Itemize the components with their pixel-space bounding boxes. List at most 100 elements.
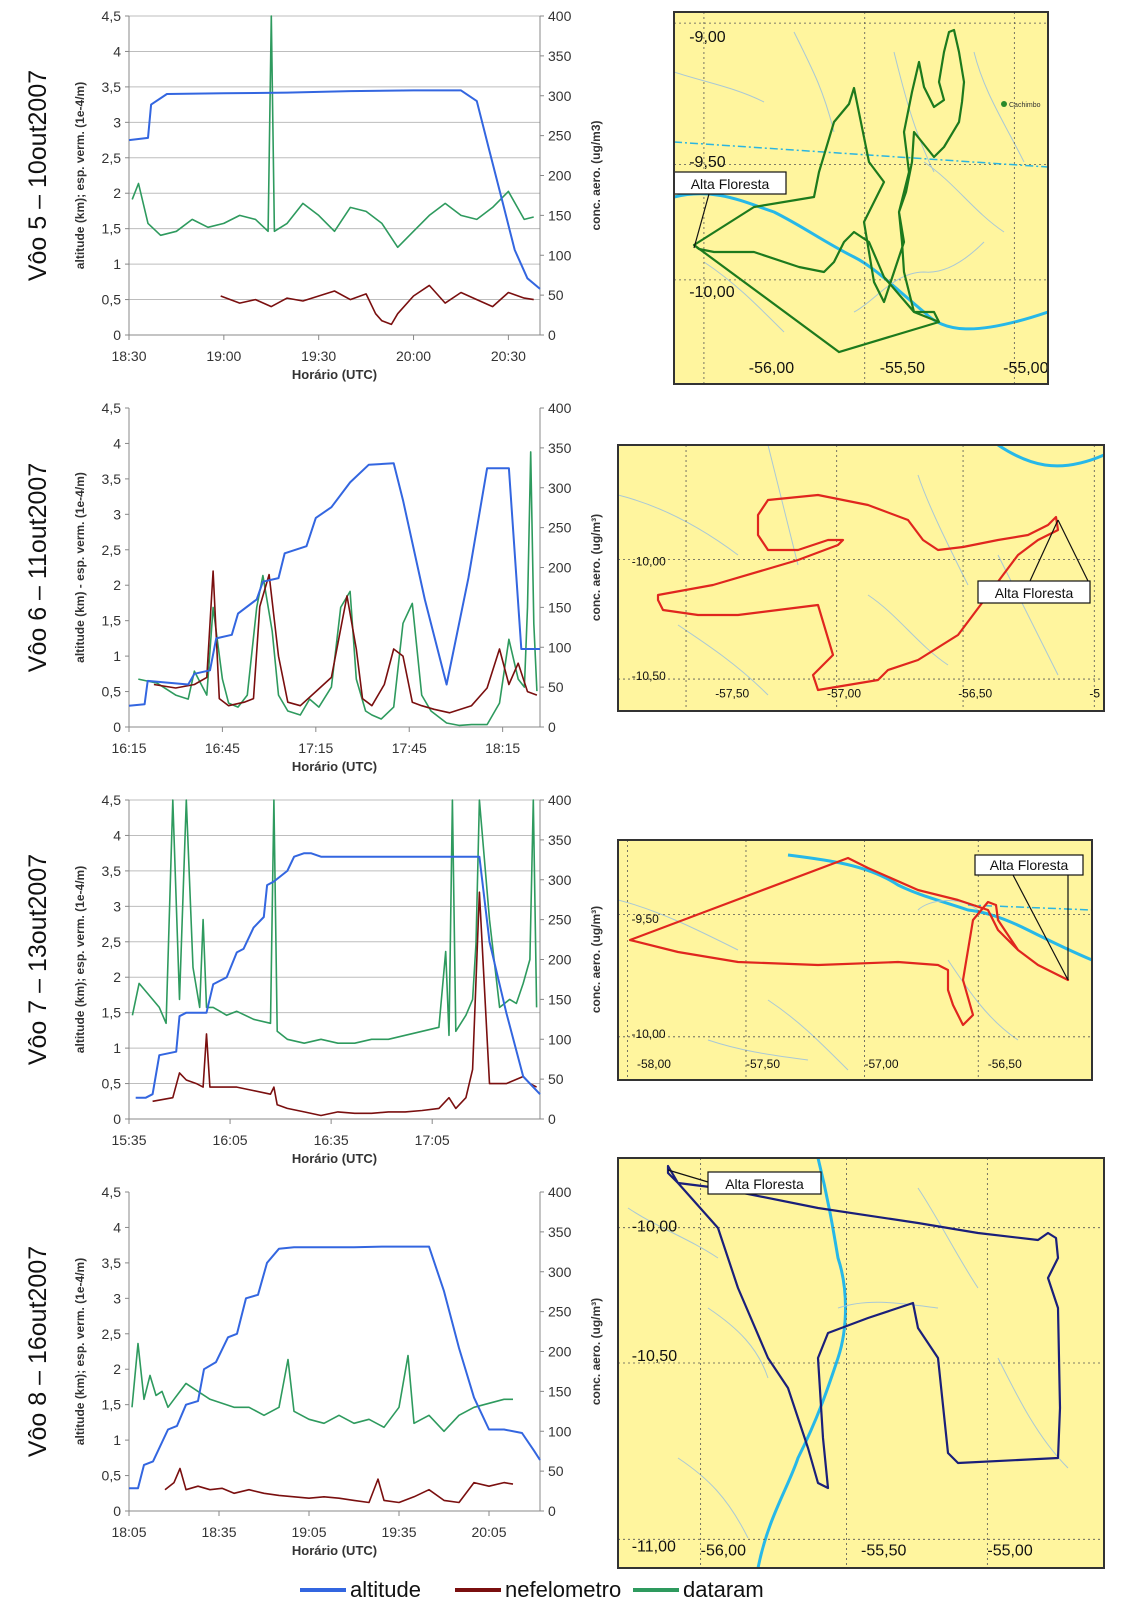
x-tick-label: 18:05 bbox=[111, 1524, 146, 1540]
y-tick-label-right: 0 bbox=[548, 1111, 556, 1127]
flight-title: Vôo 5 – 10out2007 bbox=[24, 70, 52, 281]
longitude-label: -55,00 bbox=[1003, 360, 1048, 377]
y-tick-label-right: 50 bbox=[548, 287, 564, 303]
y-tick-label-left: 1,5 bbox=[102, 1005, 122, 1021]
y-tick-label-left: 4,5 bbox=[102, 1184, 122, 1200]
longitude-label: -57,00 bbox=[864, 1057, 898, 1071]
map-frame bbox=[617, 1157, 1105, 1569]
y-tick-label-left: 0,5 bbox=[102, 684, 122, 700]
y-axis-label-left: altitude (km) - esp. verm. (1e-4/m) bbox=[73, 472, 87, 663]
x-axis-label: Horário (UTC) bbox=[292, 1151, 377, 1166]
y-tick-label-right: 400 bbox=[548, 792, 572, 808]
y-tick-label-left: 0 bbox=[113, 1503, 121, 1519]
y-tick-label-left: 1,5 bbox=[102, 613, 122, 629]
y-tick-label-right: 250 bbox=[548, 520, 572, 536]
legend-label: altitude bbox=[350, 1577, 421, 1602]
y-tick-label-left: 1 bbox=[113, 1040, 121, 1056]
legend-item-altitude: altitude bbox=[300, 1577, 421, 1602]
y-tick-label-left: 4 bbox=[113, 43, 121, 59]
y-axis-label-right: conc. aero. (ug/m3) bbox=[589, 120, 603, 230]
flight-route bbox=[666, 1164, 1062, 1490]
x-tick-label: 19:30 bbox=[301, 348, 336, 364]
legend-label: dataram bbox=[683, 1577, 764, 1602]
y-tick-label-left: 4,5 bbox=[102, 792, 122, 808]
y-tick-label-left: 3 bbox=[113, 1290, 121, 1306]
chart-3: 0 0,5 1 1,5 2 2,5 3 3,5 4 4,5 0 50 100 150 200 250 300 35… bbox=[24, 792, 603, 1166]
y-tick-label-left: 2 bbox=[113, 185, 121, 201]
x-tick-label: 19:05 bbox=[291, 1524, 326, 1540]
y-tick-label-right: 250 bbox=[548, 1304, 572, 1320]
map-frame bbox=[673, 11, 1049, 385]
series-line-altitude bbox=[129, 1245, 541, 1490]
y-axis-label-right: conc. aero. (ug/m³) bbox=[589, 906, 603, 1013]
series-line-nefelometro bbox=[220, 284, 534, 326]
x-tick-label: 19:00 bbox=[206, 348, 241, 364]
y-tick-label-right: 400 bbox=[548, 1184, 572, 1200]
y-tick-label-right: 300 bbox=[548, 872, 572, 888]
callout-label: Alta Floresta bbox=[995, 585, 1074, 601]
y-axis-label-left: altitude (km); esp. verm. (1e-4/m) bbox=[73, 866, 87, 1053]
map-background bbox=[618, 840, 1092, 1080]
y-tick-label-right: 150 bbox=[548, 207, 572, 223]
y-tick-label-left: 4 bbox=[113, 827, 121, 843]
latitude-label: -10,50 bbox=[632, 669, 666, 683]
y-tick-label-right: 300 bbox=[548, 88, 572, 104]
flight-route bbox=[628, 856, 1070, 1027]
legend-label: nefelometro bbox=[505, 1577, 621, 1602]
y-tick-label-right: 100 bbox=[548, 1031, 572, 1047]
y-tick-label-right: 200 bbox=[548, 952, 572, 968]
longitude-label: -56,50 bbox=[958, 687, 992, 701]
series-line-altitude bbox=[128, 89, 541, 290]
latitude-label: -10,00 bbox=[632, 554, 666, 568]
y-tick-label-left: 1,5 bbox=[102, 1397, 122, 1413]
callout-box bbox=[707, 1171, 822, 1195]
series-line-nefelometro bbox=[152, 891, 537, 1117]
y-tick-label-right: 150 bbox=[548, 599, 572, 615]
y-tick-label-left: 1,5 bbox=[102, 221, 122, 237]
y-tick-label-left: 3 bbox=[113, 114, 121, 130]
y-tick-label-right: 0 bbox=[548, 327, 556, 343]
series-line-dataram bbox=[131, 1342, 513, 1433]
legend-item-dataram: dataram bbox=[633, 1577, 764, 1602]
main-river bbox=[787, 853, 1092, 962]
chart-4: 0 0,5 1 1,5 2 2,5 3 3,5 4 4,5 0 50 100 150 200 250 300 35… bbox=[24, 1184, 603, 1558]
y-tick-label-right: 300 bbox=[548, 1264, 572, 1280]
x-tick-label: 18:35 bbox=[201, 1524, 236, 1540]
series-line-nefelometro bbox=[153, 570, 538, 714]
map-frame bbox=[617, 839, 1093, 1081]
x-tick-label: 20:00 bbox=[396, 348, 431, 364]
y-tick-label-right: 350 bbox=[548, 48, 572, 64]
y-tick-label-right: 400 bbox=[548, 8, 572, 24]
y-tick-label-right: 100 bbox=[548, 247, 572, 263]
legend: altitude nefelometro dataram bbox=[300, 1577, 764, 1602]
y-tick-label-left: 2,5 bbox=[102, 542, 122, 558]
flight-title: Vôo 8 – 16out2007 bbox=[24, 1246, 52, 1457]
y-tick-label-left: 2 bbox=[113, 969, 121, 985]
y-tick-label-left: 2 bbox=[113, 577, 121, 593]
y-tick-label-left: 3,5 bbox=[102, 471, 122, 487]
y-tick-label-right: 200 bbox=[548, 168, 572, 184]
series-line-nefelometro bbox=[164, 1467, 514, 1504]
y-tick-label-left: 0,5 bbox=[102, 1468, 122, 1484]
x-tick-label: 15:35 bbox=[111, 1132, 146, 1148]
y-tick-label-right: 50 bbox=[548, 679, 564, 695]
legend-item-nefelometro: nefelometro bbox=[455, 1577, 621, 1602]
x-tick-label: 18:30 bbox=[111, 348, 146, 364]
stream-network bbox=[853, 241, 985, 313]
place-marker bbox=[1001, 101, 1007, 107]
y-tick-label-left: 4 bbox=[113, 1219, 121, 1235]
x-tick-label: 17:05 bbox=[415, 1132, 450, 1148]
latitude-label: -10,00 bbox=[689, 284, 734, 301]
callout-box bbox=[977, 580, 1091, 604]
y-tick-label-left: 0,5 bbox=[102, 1076, 122, 1092]
x-tick-label: 16:35 bbox=[314, 1132, 349, 1148]
y-tick-label-right: 0 bbox=[548, 1503, 556, 1519]
y-tick-label-right: 200 bbox=[548, 560, 572, 576]
y-axis-label-right: conc. aero. (ug/m³) bbox=[589, 514, 603, 621]
latitude-label: -9,50 bbox=[689, 154, 726, 171]
flight-route bbox=[692, 28, 966, 324]
callout-label: Alta Floresta bbox=[990, 857, 1069, 873]
longitude-label: -56,50 bbox=[988, 1057, 1022, 1071]
callout-label: Alta Floresta bbox=[691, 176, 770, 192]
